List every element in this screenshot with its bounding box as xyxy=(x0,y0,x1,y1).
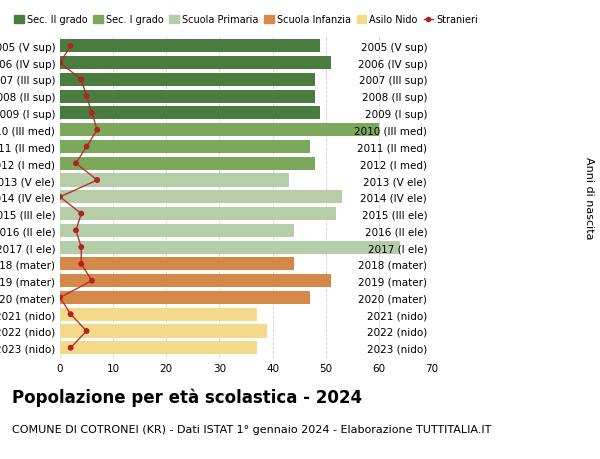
Text: Anni di nascita: Anni di nascita xyxy=(584,156,594,239)
Point xyxy=(92,177,102,185)
Bar xyxy=(60,258,294,271)
Point xyxy=(66,344,76,352)
Point xyxy=(82,144,91,151)
Bar xyxy=(60,140,310,154)
Point xyxy=(82,93,91,101)
Point xyxy=(55,194,65,201)
Point xyxy=(55,294,65,302)
Bar xyxy=(60,191,341,204)
Bar xyxy=(60,157,315,170)
Bar xyxy=(60,174,289,187)
Point xyxy=(71,160,81,168)
Point xyxy=(76,77,86,84)
Bar xyxy=(60,224,294,237)
Point xyxy=(66,43,76,50)
Point xyxy=(87,277,97,285)
Bar xyxy=(60,207,337,221)
Point xyxy=(76,261,86,268)
Point xyxy=(66,311,76,318)
Bar xyxy=(60,241,400,254)
Legend: Sec. II grado, Sec. I grado, Scuola Primaria, Scuola Infanzia, Asilo Nido, Stran: Sec. II grado, Sec. I grado, Scuola Prim… xyxy=(14,16,478,25)
Text: Popolazione per età scolastica - 2024: Popolazione per età scolastica - 2024 xyxy=(12,388,362,406)
Bar xyxy=(60,291,310,304)
Point xyxy=(71,227,81,235)
Text: COMUNE DI COTRONEI (KR) - Dati ISTAT 1° gennaio 2024 - Elaborazione TUTTITALIA.I: COMUNE DI COTRONEI (KR) - Dati ISTAT 1° … xyxy=(12,425,491,435)
Bar xyxy=(60,325,267,338)
Bar xyxy=(60,40,320,53)
Bar xyxy=(60,341,257,354)
Bar xyxy=(60,308,257,321)
Bar xyxy=(60,57,331,70)
Point xyxy=(82,328,91,335)
Point xyxy=(92,127,102,134)
Bar xyxy=(60,74,315,87)
Bar xyxy=(60,124,379,137)
Point xyxy=(87,110,97,118)
Point xyxy=(55,60,65,67)
Point xyxy=(76,244,86,251)
Bar xyxy=(60,107,320,120)
Point xyxy=(76,210,86,218)
Bar xyxy=(60,90,315,103)
Bar xyxy=(60,274,331,288)
